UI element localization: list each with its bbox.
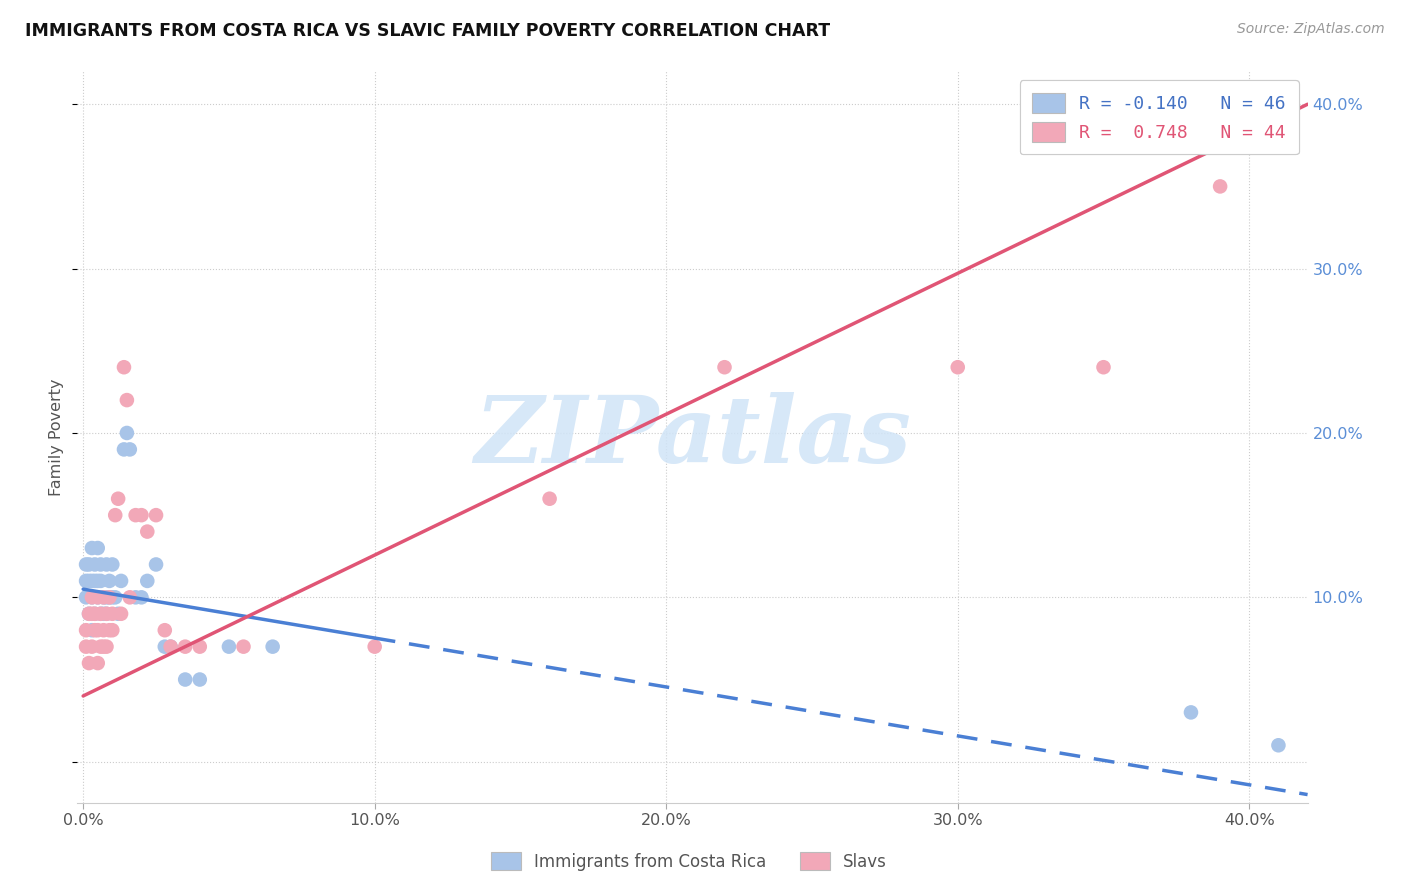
- Point: [90, 640, 112, 654]
- Point: [93, 624, 115, 638]
- Point: [83, 574, 105, 588]
- Legend: R = -0.140   N = 46, R =  0.748   N = 44: R = -0.140 N = 46, R = 0.748 N = 44: [1019, 80, 1299, 154]
- Point: [104, 508, 127, 523]
- Point: [87, 541, 110, 555]
- Point: [101, 558, 124, 572]
- Point: [87, 656, 110, 670]
- Point: [96, 640, 118, 654]
- Point: [80, 591, 103, 605]
- Point: [363, 640, 385, 654]
- Point: [87, 591, 110, 605]
- Point: [153, 624, 176, 638]
- Point: [188, 640, 211, 654]
- Point: [87, 624, 110, 638]
- Point: [174, 673, 197, 687]
- Point: [83, 624, 105, 638]
- Point: [90, 607, 112, 621]
- Point: [110, 607, 132, 621]
- Point: [98, 591, 121, 605]
- Point: [80, 541, 103, 555]
- Point: [118, 591, 141, 605]
- Point: [75, 574, 97, 588]
- Point: [104, 591, 127, 605]
- Point: [112, 442, 135, 457]
- Point: [80, 607, 103, 621]
- Point: [262, 640, 284, 654]
- Point: [713, 360, 735, 375]
- Point: [77, 607, 100, 621]
- Point: [83, 607, 105, 621]
- Point: [112, 360, 135, 375]
- Point: [101, 591, 124, 605]
- Point: [90, 574, 112, 588]
- Point: [96, 607, 118, 621]
- Point: [174, 640, 197, 654]
- Point: [75, 640, 97, 654]
- Point: [218, 640, 240, 654]
- Text: Source: ZipAtlas.com: Source: ZipAtlas.com: [1237, 22, 1385, 37]
- Point: [96, 558, 118, 572]
- Point: [124, 508, 146, 523]
- Point: [145, 508, 167, 523]
- Legend: Immigrants from Costa Rica, Slavs: Immigrants from Costa Rica, Slavs: [482, 844, 896, 880]
- Point: [145, 558, 167, 572]
- Point: [115, 393, 138, 408]
- Point: [83, 607, 105, 621]
- Point: [538, 491, 561, 506]
- Point: [1180, 706, 1202, 720]
- Point: [93, 591, 115, 605]
- Point: [98, 591, 121, 605]
- Point: [946, 360, 969, 375]
- Point: [80, 574, 103, 588]
- Point: [115, 425, 138, 440]
- Text: ZIPatlas: ZIPatlas: [474, 392, 911, 482]
- Point: [80, 624, 103, 638]
- Point: [96, 607, 118, 621]
- Point: [90, 607, 112, 621]
- Point: [124, 591, 146, 605]
- Point: [98, 624, 121, 638]
- Point: [107, 491, 129, 506]
- Point: [1209, 179, 1232, 194]
- Point: [77, 656, 100, 670]
- Point: [75, 624, 97, 638]
- Point: [188, 673, 211, 687]
- Point: [101, 624, 124, 638]
- Point: [77, 607, 100, 621]
- Y-axis label: Family Poverty: Family Poverty: [49, 378, 65, 496]
- Point: [80, 640, 103, 654]
- Point: [93, 591, 115, 605]
- Point: [1267, 739, 1289, 753]
- Point: [232, 640, 254, 654]
- Point: [159, 640, 181, 654]
- Point: [77, 574, 100, 588]
- Point: [75, 558, 97, 572]
- Point: [75, 591, 97, 605]
- Point: [87, 574, 110, 588]
- Point: [118, 442, 141, 457]
- Point: [96, 591, 118, 605]
- Point: [136, 524, 159, 539]
- Point: [90, 558, 112, 572]
- Point: [131, 508, 153, 523]
- Point: [159, 640, 181, 654]
- Point: [87, 591, 110, 605]
- Text: IMMIGRANTS FROM COSTA RICA VS SLAVIC FAMILY POVERTY CORRELATION CHART: IMMIGRANTS FROM COSTA RICA VS SLAVIC FAM…: [25, 22, 831, 40]
- Point: [80, 591, 103, 605]
- Point: [83, 558, 105, 572]
- Point: [98, 574, 121, 588]
- Point: [93, 640, 115, 654]
- Point: [77, 558, 100, 572]
- Point: [1092, 360, 1115, 375]
- Point: [93, 607, 115, 621]
- Point: [136, 574, 159, 588]
- Point: [110, 574, 132, 588]
- Point: [153, 640, 176, 654]
- Point: [107, 607, 129, 621]
- Point: [101, 607, 124, 621]
- Point: [131, 591, 153, 605]
